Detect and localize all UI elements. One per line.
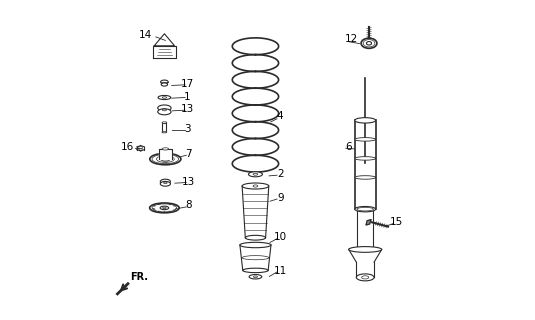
Ellipse shape xyxy=(243,268,268,273)
Ellipse shape xyxy=(161,83,167,86)
Text: 3: 3 xyxy=(184,124,191,134)
Ellipse shape xyxy=(361,38,377,48)
Text: 12: 12 xyxy=(345,35,358,44)
Polygon shape xyxy=(357,209,373,250)
Ellipse shape xyxy=(357,207,373,211)
Ellipse shape xyxy=(357,248,373,251)
Ellipse shape xyxy=(242,183,269,189)
Ellipse shape xyxy=(150,153,181,165)
Ellipse shape xyxy=(355,206,376,212)
Ellipse shape xyxy=(162,122,167,124)
Ellipse shape xyxy=(355,157,376,160)
Ellipse shape xyxy=(158,109,171,115)
Text: 16: 16 xyxy=(121,142,134,152)
Polygon shape xyxy=(349,250,381,262)
Ellipse shape xyxy=(158,95,171,100)
Text: 2: 2 xyxy=(277,169,284,179)
Ellipse shape xyxy=(355,138,376,141)
Text: 13: 13 xyxy=(181,104,194,114)
Ellipse shape xyxy=(160,181,171,186)
Polygon shape xyxy=(242,186,269,238)
Text: 14: 14 xyxy=(139,30,152,40)
Polygon shape xyxy=(154,46,175,59)
Ellipse shape xyxy=(248,172,263,177)
Ellipse shape xyxy=(245,235,265,240)
Text: 4: 4 xyxy=(277,111,284,121)
Text: 6: 6 xyxy=(345,142,351,152)
Text: 13: 13 xyxy=(182,177,195,187)
Ellipse shape xyxy=(249,275,262,279)
Polygon shape xyxy=(366,220,371,225)
Ellipse shape xyxy=(150,203,179,213)
Polygon shape xyxy=(163,123,166,132)
Ellipse shape xyxy=(349,247,381,252)
Ellipse shape xyxy=(162,131,167,133)
Text: 15: 15 xyxy=(389,217,403,227)
Ellipse shape xyxy=(160,179,171,184)
Ellipse shape xyxy=(240,242,271,248)
Ellipse shape xyxy=(355,118,376,123)
Polygon shape xyxy=(159,149,172,159)
Polygon shape xyxy=(154,34,174,46)
Text: 1: 1 xyxy=(184,92,191,101)
Text: 11: 11 xyxy=(273,266,287,276)
Text: 8: 8 xyxy=(186,200,192,210)
Polygon shape xyxy=(240,245,271,270)
Polygon shape xyxy=(355,120,376,209)
Text: FR.: FR. xyxy=(131,272,148,282)
Text: 9: 9 xyxy=(277,193,284,203)
Text: 10: 10 xyxy=(273,232,287,242)
Ellipse shape xyxy=(356,274,374,281)
Ellipse shape xyxy=(160,80,168,84)
Ellipse shape xyxy=(355,176,376,179)
Ellipse shape xyxy=(162,148,169,150)
Ellipse shape xyxy=(158,105,171,111)
Text: 17: 17 xyxy=(181,79,194,89)
Text: 7: 7 xyxy=(186,149,192,159)
